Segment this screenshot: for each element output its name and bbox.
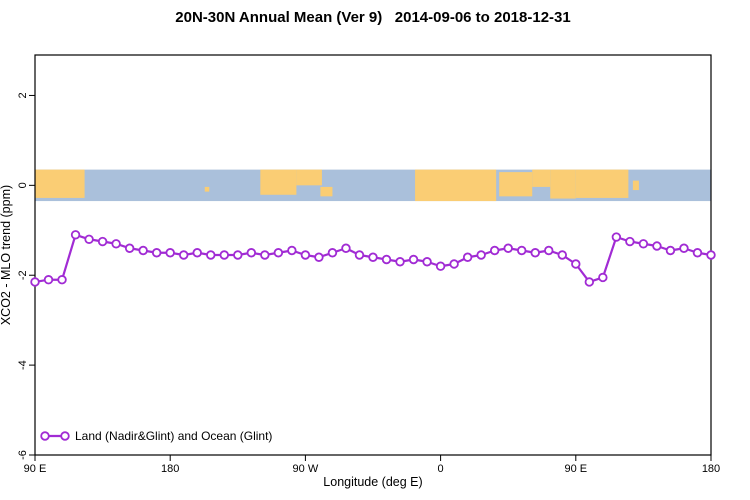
- data-point: [233, 250, 243, 260]
- data-point: [97, 236, 108, 247]
- data-point: [584, 277, 595, 287]
- y-tick-label: -6: [17, 450, 29, 460]
- data-point: [638, 239, 649, 249]
- data-point: [300, 250, 311, 260]
- data-point: [165, 248, 175, 258]
- data-point: [611, 232, 622, 242]
- data-point: [476, 250, 486, 260]
- data-point: [70, 230, 81, 240]
- data-point: [151, 248, 162, 258]
- land-patch: [499, 172, 533, 197]
- data-point: [435, 261, 446, 271]
- land-patch: [296, 169, 322, 186]
- data-point: [598, 272, 608, 283]
- land-patch: [550, 169, 576, 199]
- data-point: [57, 275, 67, 285]
- data-point: [327, 248, 338, 258]
- x-tick-label: 180: [702, 463, 720, 475]
- data-point: [544, 245, 554, 256]
- data-point: [341, 243, 351, 253]
- data-point: [219, 250, 229, 260]
- data-point: [679, 243, 689, 253]
- axes: 90 E 180 90 W 0 90 E 180 2 0 -2 -4 -6: [17, 92, 720, 475]
- data-point: [206, 250, 216, 260]
- data-point: [557, 250, 567, 260]
- data-series: [30, 230, 716, 287]
- data-point: [517, 245, 527, 256]
- data-point: [395, 257, 405, 267]
- land-patch: [260, 169, 297, 195]
- land-patch: [204, 186, 210, 192]
- data-point: [462, 252, 473, 262]
- data-point: [179, 250, 189, 260]
- land-patch: [415, 169, 497, 202]
- data-point: [503, 243, 513, 253]
- x-tick-label: 0: [438, 463, 444, 475]
- land-patch: [320, 186, 333, 197]
- y-tick-label: 2: [17, 92, 29, 98]
- map-band: [35, 169, 711, 202]
- data-point: [530, 248, 540, 258]
- data-point: [314, 252, 324, 262]
- data-point: [449, 259, 459, 269]
- y-tick-label: 0: [17, 182, 29, 188]
- data-point: [489, 245, 500, 256]
- data-point: [111, 239, 121, 249]
- x-tick-label: 180: [161, 463, 179, 475]
- x-tick-label: 90 W: [293, 463, 319, 475]
- data-point: [124, 243, 135, 253]
- chart-title: 20N-30N Annual Mean (Ver 9) 2014-09-06 t…: [175, 9, 570, 26]
- data-point: [138, 245, 148, 256]
- land-patch: [35, 169, 85, 198]
- data-point: [246, 248, 257, 258]
- data-point: [706, 250, 716, 260]
- data-point: [571, 259, 581, 269]
- data-point: [422, 257, 432, 267]
- y-tick-label: -2: [17, 270, 29, 280]
- legend-marker-icon: [40, 431, 50, 441]
- y-axis-label: XCO2 - MLO trend (ppm): [0, 185, 13, 325]
- data-point: [665, 245, 676, 256]
- data-point: [625, 236, 635, 247]
- land-patch: [532, 169, 551, 187]
- data-point: [692, 248, 703, 258]
- land-patch: [575, 169, 629, 198]
- data-point: [287, 245, 297, 256]
- x-tick-label: 90 E: [24, 463, 47, 475]
- data-point: [652, 241, 662, 251]
- legend: Land (Nadir&Glint) and Ocean (Glint): [40, 429, 272, 443]
- legend-marker-icon: [60, 431, 70, 441]
- data-point: [381, 254, 392, 265]
- data-point: [30, 277, 40, 287]
- data-point: [43, 275, 54, 285]
- x-tick-label: 90 E: [564, 463, 587, 475]
- land-patch: [632, 180, 639, 191]
- legend-entry-label: Land (Nadir&Glint) and Ocean (Glint): [75, 429, 272, 443]
- data-point: [368, 252, 378, 262]
- data-point: [260, 250, 270, 260]
- data-point: [354, 250, 365, 260]
- y-tick-label: -4: [17, 360, 29, 370]
- data-point: [408, 254, 419, 265]
- x-axis-label: Longitude (deg E): [323, 475, 422, 489]
- data-point: [192, 248, 202, 258]
- data-point: [273, 248, 284, 258]
- data-point: [84, 234, 94, 244]
